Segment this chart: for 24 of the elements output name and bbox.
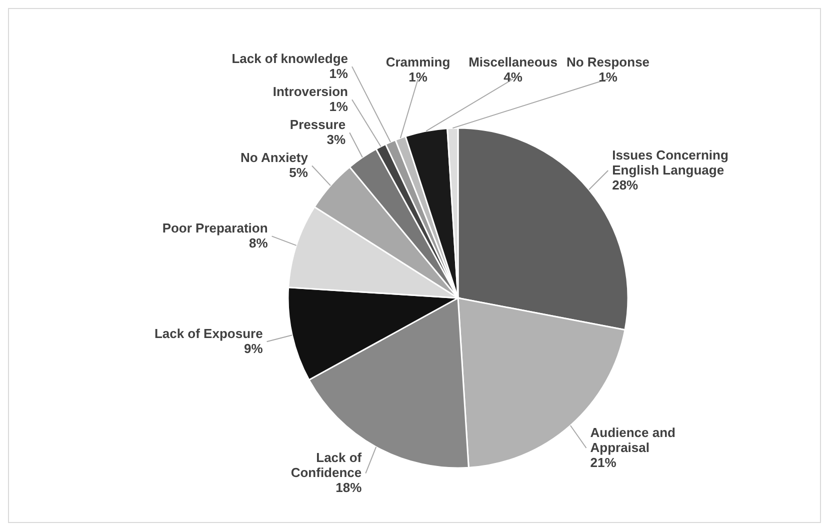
slice-label: Lack of knowledge: [232, 50, 348, 66]
data-label: 9%: [244, 340, 264, 356]
data-label: 1%: [329, 66, 348, 81]
slice-label: Poor Preparation: [162, 220, 268, 236]
slice-label: Cramming: [386, 54, 450, 70]
data-label: 4%: [504, 69, 523, 84]
slice-label: Pressure: [290, 116, 346, 132]
slice-label: Audience and Appraisal: [590, 424, 676, 455]
data-label: 1%: [408, 69, 428, 84]
slice-label: Issues Concerning English Language: [612, 147, 728, 178]
slice-label: Introversion: [272, 84, 348, 99]
data-label: 1%: [598, 69, 618, 84]
slice-label: Lack of Confidence: [290, 450, 362, 480]
slice-label: Lack of Exposure: [154, 326, 263, 341]
data-label: 1%: [329, 98, 348, 114]
data-label: 21%: [590, 454, 617, 470]
data-label: 5%: [289, 164, 308, 180]
data-label: 8%: [248, 235, 268, 250]
slice-label: No Anxiety: [240, 150, 309, 165]
data-label: 3%: [326, 132, 346, 147]
slice-label: Miscellaneous: [468, 54, 558, 70]
slice-label: No Response: [566, 54, 650, 70]
data-label: 28%: [612, 177, 639, 192]
data-label: 18%: [336, 480, 362, 496]
